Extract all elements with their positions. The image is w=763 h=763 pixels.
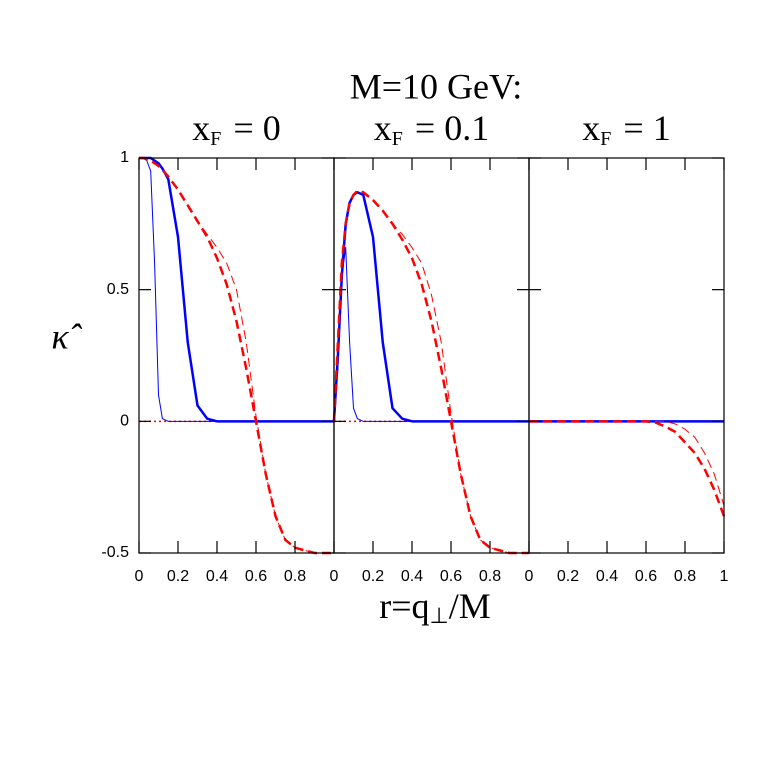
panel-title-part: = 0 (233, 108, 280, 148)
y-tick-label: 0 (120, 413, 129, 430)
line-series (529, 420, 726, 517)
x-tick-label: 0.6 (635, 568, 657, 585)
panel-frame (333, 157, 530, 554)
x-tick-label: 0.8 (674, 568, 696, 585)
panel-title: xF = 1 (582, 108, 670, 149)
x-tick-label: 0.2 (167, 568, 189, 585)
panel-title-part: x (192, 108, 210, 148)
x-tick-label: 0.2 (362, 568, 384, 585)
panel-frame (138, 157, 335, 554)
line-series (139, 156, 334, 423)
x-tick-label: 0.4 (206, 568, 228, 585)
x-tick-label: 0.6 (440, 568, 462, 585)
x-label-part: /M (449, 586, 491, 626)
line-series (333, 247, 529, 422)
y-tick-label: 1 (120, 149, 129, 166)
panel-title-part: = 1 (623, 108, 670, 148)
x-tick-label: 1 (720, 568, 729, 585)
x-tick-label: 0 (330, 568, 339, 585)
line-series (333, 190, 529, 554)
chart-title: M=10 GeV: (350, 66, 523, 106)
x-tick-label: 0.8 (284, 568, 306, 585)
panel-title-sub: F (392, 128, 403, 150)
x-tick-label: 0.8 (479, 568, 501, 585)
x-tick-label: 0.2 (557, 568, 579, 585)
x-axis-label: r=q⊥/M (379, 586, 490, 628)
panel-title-part: = 0.1 (415, 108, 489, 148)
panel-frame (528, 157, 725, 554)
x-tick-label: 0.4 (401, 568, 423, 585)
panel-title-sub: F (600, 128, 611, 150)
line-series (332, 189, 529, 555)
panel-title-part: x (374, 108, 392, 148)
y-tick-label: 0.5 (107, 281, 129, 298)
line-series (139, 157, 334, 554)
panel-title-sub: F (210, 128, 221, 150)
panel-title: xF = 0 (192, 108, 280, 149)
x-label-part: r=q (379, 586, 429, 626)
line-series (529, 420, 725, 506)
x-tick-label: 0 (525, 568, 534, 585)
panel-title: xF = 0.1 (374, 108, 489, 149)
line-series (139, 156, 334, 555)
y-tick-label: -0.5 (101, 544, 129, 561)
y-axis-label: κ̂ (51, 316, 82, 356)
panel-title-part: x (582, 108, 600, 148)
line-series (332, 190, 529, 423)
x-tick-label: 0.6 (245, 568, 267, 585)
x-tick-label: 0.4 (596, 568, 618, 585)
x-tick-label: 0 (135, 568, 144, 585)
x-label-sub: ⊥ (430, 603, 449, 628)
